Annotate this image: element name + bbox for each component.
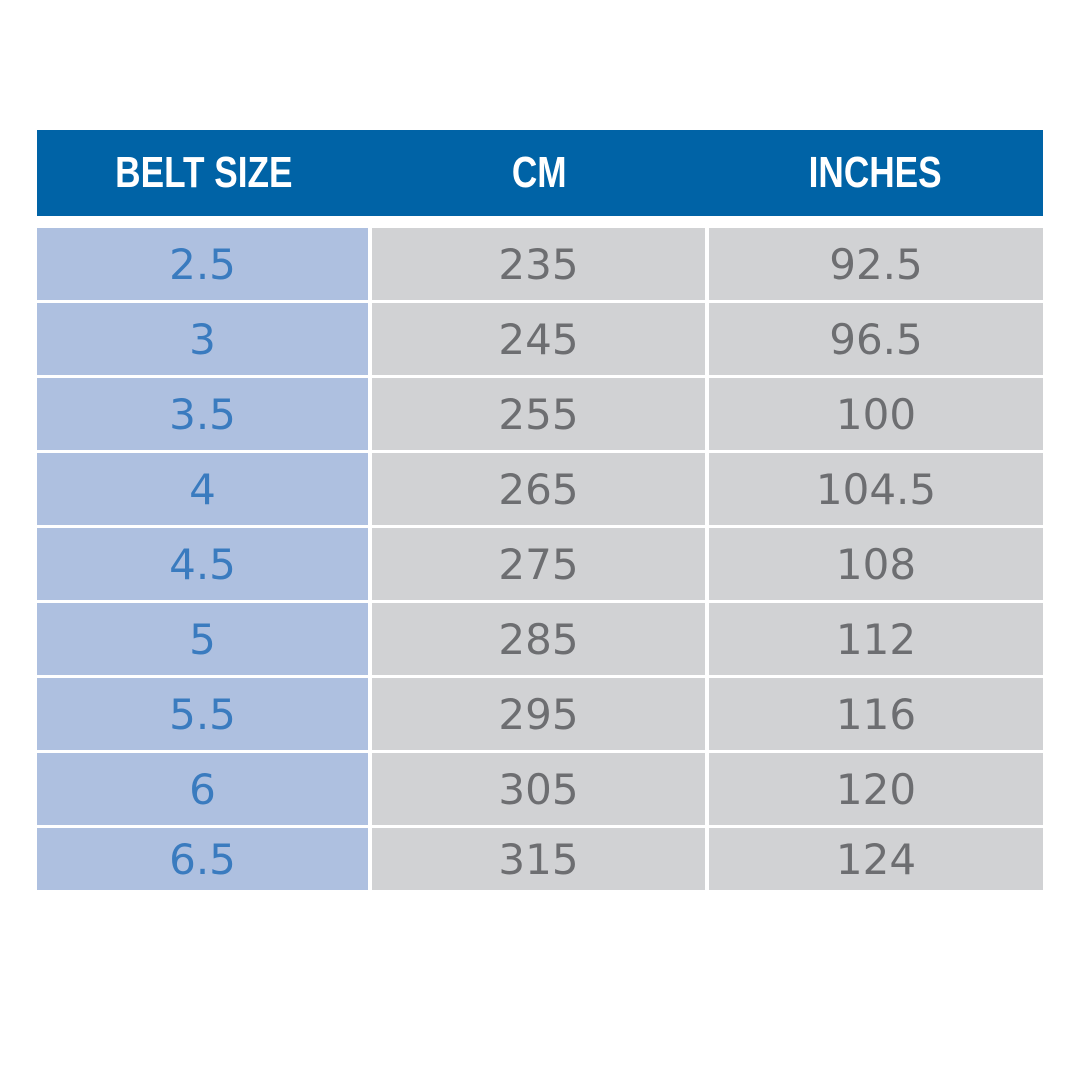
value-cell: 104.5	[709, 453, 1043, 525]
size-cell: 2.5	[37, 228, 368, 300]
size-cell: 5	[37, 603, 368, 675]
value-cell: 235	[372, 228, 705, 300]
size-cell: 5.5	[37, 678, 368, 750]
value-cell: 275	[372, 528, 705, 600]
header-text: CM	[511, 148, 567, 197]
header-text: BELT SIZE	[115, 148, 293, 197]
header-cell: BELT SIZE	[37, 130, 371, 216]
size-cell: 3.5	[37, 378, 368, 450]
header-band	[37, 130, 1043, 216]
size-cell: 4	[37, 453, 368, 525]
value-cell: 120	[709, 753, 1043, 825]
value-cell: 96.5	[709, 303, 1043, 375]
value-cell: 245	[372, 303, 705, 375]
value-cell: 305	[372, 753, 705, 825]
header-cell: INCHES	[707, 130, 1043, 216]
value-cell: 295	[372, 678, 705, 750]
value-cell: 285	[372, 603, 705, 675]
value-cell: 116	[709, 678, 1043, 750]
value-cell: 100	[709, 378, 1043, 450]
value-cell: 112	[709, 603, 1043, 675]
value-cell: 108	[709, 528, 1043, 600]
size-cell: 4.5	[37, 528, 368, 600]
size-cell: 3	[37, 303, 368, 375]
value-cell: 315	[372, 828, 705, 890]
header-text: INCHES	[808, 148, 942, 197]
value-cell: 124	[709, 828, 1043, 890]
value-cell: 265	[372, 453, 705, 525]
value-cell: 255	[372, 378, 705, 450]
size-cell: 6.5	[37, 828, 368, 890]
value-cell: 92.5	[709, 228, 1043, 300]
size-cell: 6	[37, 753, 368, 825]
header-cell: CM	[371, 130, 707, 216]
